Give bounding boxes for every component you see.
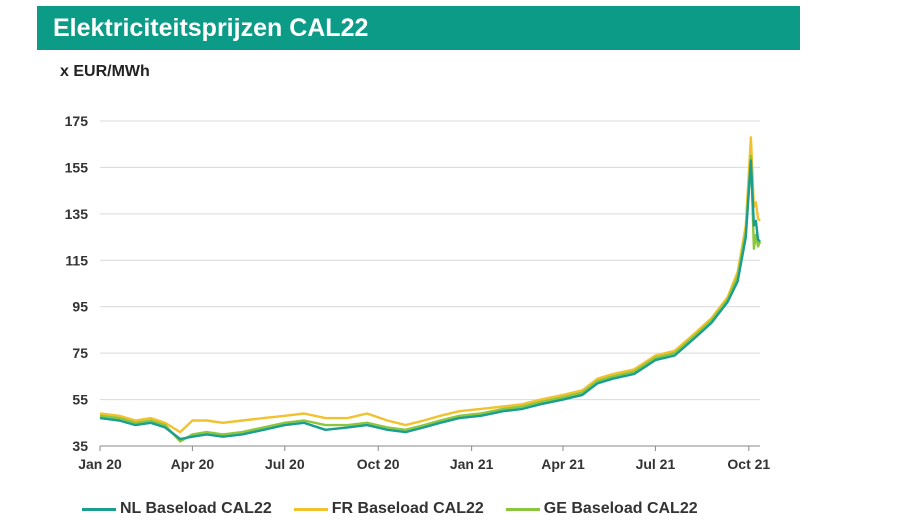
y-tick-label: 175 [65,113,89,129]
legend-item-ge: GE Baseload CAL22 [505,500,698,518]
y-tick-label: 75 [72,345,88,361]
x-tick-label: Jan 21 [450,456,494,472]
x-axis [99,445,760,451]
y-tick-label: 95 [72,299,88,315]
legend-swatch-nl [82,507,116,511]
legend-swatch-fr [293,507,328,511]
x-tick-label: Jan 20 [78,456,122,472]
grid-lines [100,120,760,401]
legend-label-fr: FR Baseload CAL22 [331,500,484,517]
line-chart: 175 155 135 115 95 75 55 35 Jan 20 Apr 20 Jul 20 O… [65,113,771,472]
x-tick-label: Apr 21 [541,456,585,472]
y-tick-label: 55 [72,392,88,408]
y-tick-label: 115 [65,252,88,268]
x-axis-ticks: Jan 20 Apr 20 Jul 20 Oct 20 Jan 21 Apr 21 Jul … [78,456,770,472]
legend-swatch-ge [505,507,540,511]
legend-item-nl: NL Baseload CAL22 [82,500,272,518]
x-tick-label: Oct 20 [357,456,400,472]
series-line-nl [99,159,761,441]
x-tick-label: Jul 20 [265,456,305,472]
series-line-fr [99,136,761,434]
y-axis-ticks: 175 155 135 115 95 75 55 35 [65,113,89,454]
series-line-ge [99,154,762,443]
x-tick-label: Jul 21 [636,456,676,472]
x-tick-label: Apr 20 [171,456,215,472]
y-tick-label: 135 [65,206,89,222]
chart-title: Elektriciteitsprijzen CAL22 [53,14,369,42]
x-tick-label: Oct 21 [727,456,770,472]
legend-item-fr: FR Baseload CAL22 [293,500,484,518]
title-bar: Elektriciteitsprijzen CAL22 [37,6,800,50]
legend: NL Baseload CAL22 FR Baseload CAL22 GE B… [82,500,720,518]
y-tick-label: 155 [65,159,89,175]
legend-label-nl: NL Baseload CAL22 [120,500,272,517]
y-axis-unit-label: x EUR/MWh [60,63,150,80]
series-lines [99,136,762,443]
y-tick-label: 35 [72,438,88,454]
legend-label-ge: GE Baseload CAL22 [543,500,698,517]
